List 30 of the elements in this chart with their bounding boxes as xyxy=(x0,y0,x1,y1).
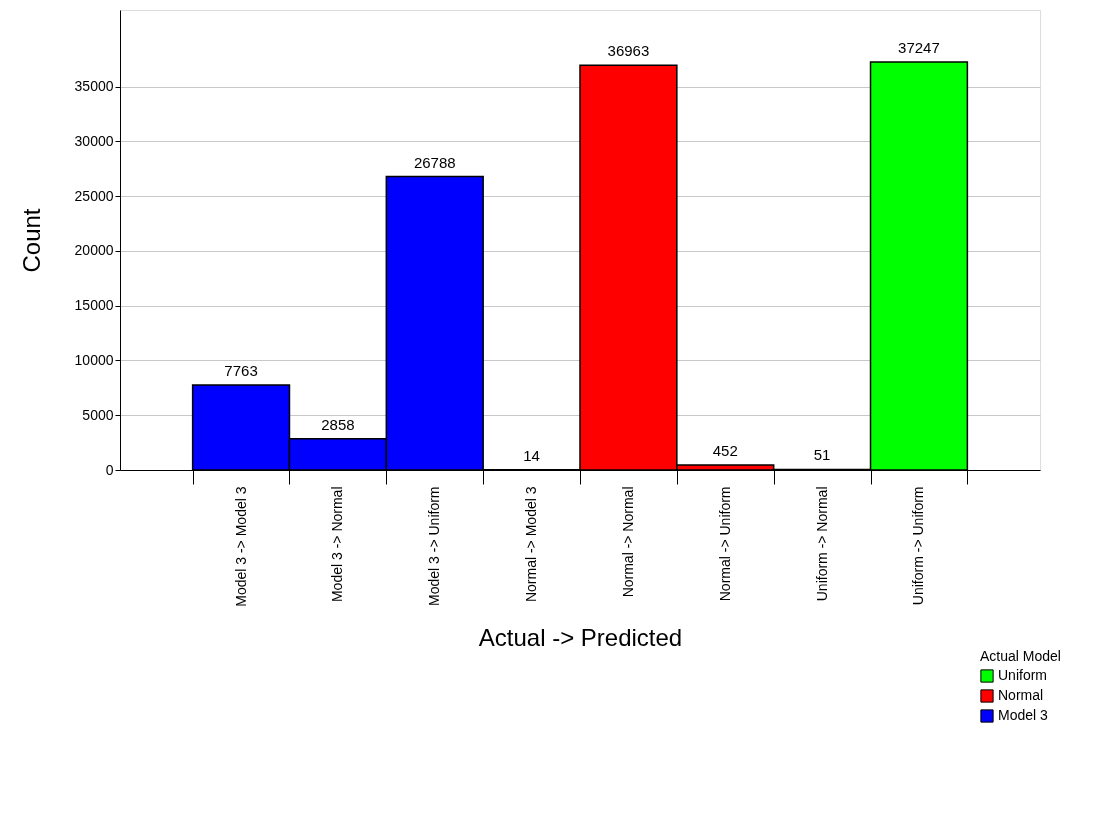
x-tick-label: Model 3 -> Model 3 xyxy=(232,486,249,607)
legend-label: Uniform xyxy=(998,667,1048,683)
legend-title: Actual Model xyxy=(980,648,1061,664)
y-tick-label: 30000 xyxy=(74,132,114,149)
data-label: 14 xyxy=(523,446,540,464)
y-axis-title: Count xyxy=(17,208,45,273)
y-tick-label: 35000 xyxy=(74,78,114,95)
x-tick-label: Normal -> Model 3 xyxy=(523,486,540,603)
data-label: 7763 xyxy=(224,361,258,379)
data-label: 26788 xyxy=(413,153,456,171)
y-tick-label: 15000 xyxy=(74,297,114,314)
y-tick-label: 5000 xyxy=(82,406,114,423)
data-label: 2858 xyxy=(321,415,355,433)
y-tick-label: 0 xyxy=(105,461,114,478)
x-tick-label: Normal -> Uniform xyxy=(716,486,733,602)
x-tick-label: Model 3 -> Normal xyxy=(329,486,346,603)
data-label: 51 xyxy=(813,446,831,464)
legend-label: Model 3 xyxy=(998,707,1049,723)
legend-label: Normal xyxy=(998,687,1044,703)
y-tick-label: 20000 xyxy=(74,242,114,259)
x-axis-title: Actual -> Predicted xyxy=(478,623,683,651)
x-tick-label: Model 3 -> Uniform xyxy=(426,486,443,606)
x-tick-label: Uniform -> Normal xyxy=(813,486,830,602)
x-tick-label: Uniform -> Uniform xyxy=(910,486,927,606)
data-label: 36963 xyxy=(607,42,650,60)
y-tick-label: 25000 xyxy=(74,187,114,204)
data-label: 37247 xyxy=(898,39,940,57)
x-tick-label: Normal -> Normal xyxy=(619,486,636,598)
y-tick-label: 10000 xyxy=(74,351,114,368)
data-label: 452 xyxy=(712,442,738,460)
